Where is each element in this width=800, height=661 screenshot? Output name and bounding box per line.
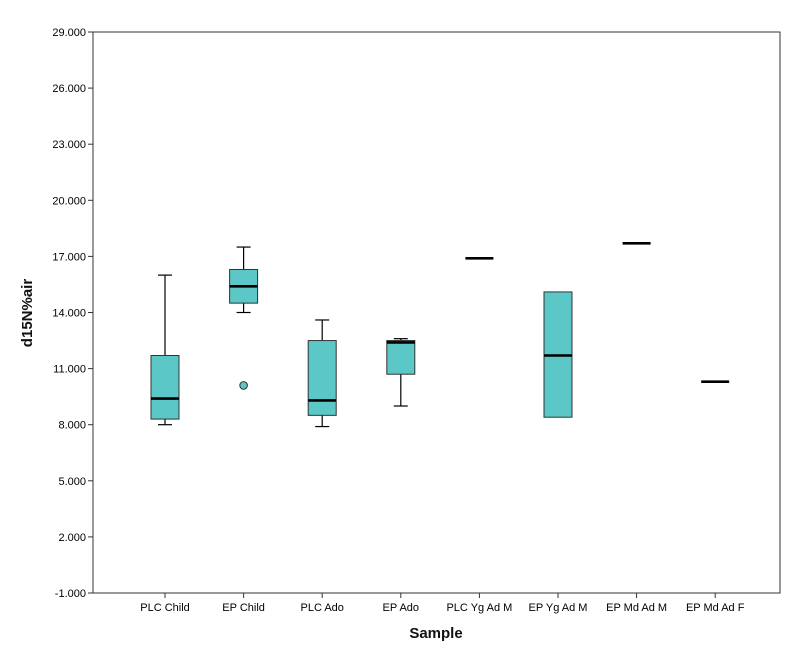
x-tick-label: PLC Child — [140, 602, 190, 614]
x-tick-label: PLC Yg Ad M — [446, 602, 512, 614]
y-axis: -1.000 2.000 5.000 8.000 11.000 14.000 17.000 2… — [52, 27, 93, 600]
y-tick-label: 14.000 — [52, 308, 86, 320]
y-tick-label: 26.000 — [52, 83, 86, 95]
box-iqr — [307, 340, 337, 416]
box-6 — [543, 291, 573, 418]
y-tick-label: 8.000 — [58, 420, 86, 432]
x-tick-label: EP Ado — [383, 602, 420, 614]
y-tick-label: 29.000 — [52, 27, 86, 39]
y-tick-label: -1.000 — [55, 588, 86, 600]
x-axis: PLC Child EP Child PLC Ado EP Ado PLC Yg Ad … — [140, 593, 745, 614]
boxes — [150, 242, 730, 428]
box-2 — [229, 246, 259, 390]
box-iqr — [386, 340, 416, 375]
plot-frame — [92, 31, 781, 594]
x-axis-title: Sample — [409, 625, 462, 642]
x-tick-label: EP Md Ad M — [606, 602, 667, 614]
box-iqr — [150, 355, 180, 420]
box-1 — [150, 274, 180, 426]
box-3 — [307, 319, 337, 428]
x-tick-label: PLC Ado — [300, 602, 343, 614]
y-tick-label: 23.000 — [52, 139, 86, 151]
y-tick-label: 20.000 — [52, 195, 86, 207]
y-axis-title: d15N%air — [19, 279, 36, 348]
x-tick-label: EP Yg Ad M — [529, 602, 588, 614]
outlier-point — [239, 381, 248, 390]
x-tick-label: EP Md Ad F — [686, 602, 745, 614]
box-4 — [386, 338, 416, 407]
y-tick-label: 17.000 — [52, 251, 86, 263]
y-tick-label: 5.000 — [58, 476, 86, 488]
y-tick-label: 2.000 — [58, 532, 86, 544]
x-tick-label: EP Child — [222, 602, 265, 614]
y-tick-label: 11.000 — [53, 364, 86, 376]
